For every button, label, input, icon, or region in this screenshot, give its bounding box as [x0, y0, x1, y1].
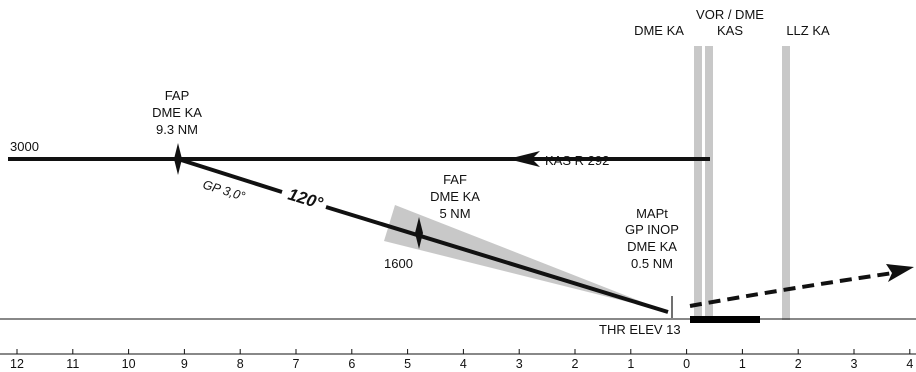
altitude-1600-label: 1600: [384, 256, 413, 271]
scale-tick-label: 2: [795, 357, 802, 371]
svg-text:FAP: FAP: [165, 88, 190, 103]
svg-text:DME KA: DME KA: [152, 105, 202, 120]
missed-approach-arrowhead: [886, 264, 914, 282]
scale-tick-label: 7: [293, 357, 300, 371]
course-label: 120°: [286, 185, 325, 214]
svg-text:9.3 NM: 9.3 NM: [156, 122, 198, 137]
faf-label: FAF DME KA 5 NM: [430, 172, 480, 221]
svg-text:DME KA: DME KA: [627, 239, 677, 254]
scale-tick-label: 1: [739, 357, 746, 371]
svg-text:KAS: KAS: [717, 23, 743, 38]
svg-text:DME KA: DME KA: [430, 189, 480, 204]
scale-tick-label: 6: [348, 357, 355, 371]
scale-tick-label: 0: [683, 357, 690, 371]
facility-label-dme: DME KA: [634, 23, 684, 38]
mapt-label: MAPt GP INOP DME KA 0.5 NM: [625, 206, 679, 271]
scale-tick-label: 5: [404, 357, 411, 371]
radial-arrowhead: [508, 151, 540, 167]
svg-text:VOR / DME: VOR / DME: [696, 7, 764, 22]
svg-text:LLZ KA: LLZ KA: [786, 23, 830, 38]
facility-label-llz: LLZ KA: [786, 23, 830, 38]
vor-facility-bar: [705, 46, 713, 320]
scale-tick-label: 4: [906, 357, 913, 371]
facility-label-vor: VOR / DME KAS: [696, 7, 764, 38]
svg-text:FAF: FAF: [443, 172, 467, 187]
scale-tick-label: 11: [66, 357, 79, 371]
scale-tick-label: 10: [122, 357, 136, 371]
glidepath-label: GP 3,0°: [201, 177, 247, 203]
descent-path: [177, 157, 283, 194]
svg-text:GP INOP: GP INOP: [625, 222, 679, 237]
faf-marker: [415, 217, 423, 249]
svg-text:0.5 NM: 0.5 NM: [631, 256, 673, 271]
svg-text:MAPt: MAPt: [636, 206, 668, 221]
threshold-label: THR ELEV 13: [599, 322, 681, 337]
llz-facility-bar: [782, 46, 790, 320]
fap-marker: [174, 143, 182, 175]
descent-path: [325, 205, 669, 314]
faf-tolerance-cone: [384, 205, 668, 312]
scale-tick-label: 9: [181, 357, 188, 371]
svg-text:5 NM: 5 NM: [439, 206, 470, 221]
scale-tick-label: 12: [10, 357, 24, 371]
svg-text:DME KA: DME KA: [634, 23, 684, 38]
scale-tick-label: 3: [516, 357, 523, 371]
fap-label: FAP DME KA 9.3 NM: [152, 88, 202, 137]
altitude-3000-label: 3000: [10, 139, 39, 154]
missed-approach-path: [689, 270, 901, 308]
radial-label: KAS R 292: [545, 153, 609, 168]
dme-facility-bar: [694, 46, 702, 320]
scale-tick-label: 4: [460, 357, 467, 371]
distance-scale: 12 11 10 9 8 7 6 5 4 3 2 1 0 1 2 3 4: [0, 349, 916, 371]
runway: [690, 316, 760, 323]
scale-tick-label: 3: [851, 357, 858, 371]
scale-tick-label: 2: [572, 357, 579, 371]
scale-tick-label: 1: [627, 357, 634, 371]
scale-tick-label: 8: [237, 357, 244, 371]
